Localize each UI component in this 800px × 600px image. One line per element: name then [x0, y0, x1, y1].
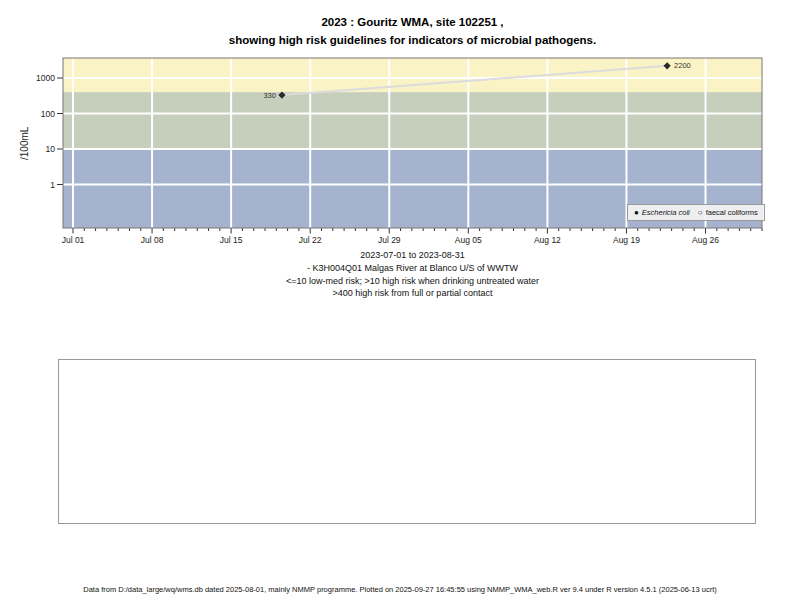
chart-caption: 2023-07-01 to 2023-08-31 - K3H004Q01 Mal… — [63, 249, 762, 300]
x-tick-label: Aug 19 — [613, 235, 640, 245]
x-tick-label: Jul 08 — [141, 235, 164, 245]
legend: ● Eschericia coli ○ faecal coliforms — [627, 204, 765, 221]
x-tick-label: Aug 12 — [534, 235, 561, 245]
legend-label-ecoli: Eschericia coli — [642, 208, 690, 217]
legend-item-faecal-coliforms: ○ faecal coliforms — [698, 208, 758, 217]
open-circle-icon: ○ — [698, 209, 703, 217]
y-tick-label: 1000 — [36, 73, 55, 83]
x-tick-label: Jul 22 — [299, 235, 322, 245]
data-point-label: 330 — [263, 91, 276, 100]
y-tick-label: 1 — [50, 180, 55, 190]
empty-panel — [58, 359, 756, 524]
x-tick-label: Aug 05 — [455, 235, 482, 245]
caption-risk-contact: >400 high risk from full or partial cont… — [63, 287, 762, 300]
caption-site-name: - K3H004Q01 Malgas River at Blanco U/S o… — [63, 262, 762, 275]
y-tick-label: 100 — [41, 109, 55, 119]
risk-band-high-risk-drinking-untreated — [63, 92, 762, 149]
filled-circle-icon: ● — [634, 209, 639, 217]
x-tick-label: Jul 29 — [378, 235, 401, 245]
plot-page: 2023 : Gouritz WMA, site 102251 , showin… — [0, 0, 800, 600]
x-tick-label: Aug 26 — [692, 235, 719, 245]
x-tick-label: Jul 01 — [62, 235, 85, 245]
y-tick-label: 10 — [46, 144, 56, 154]
legend-label-faecal-coliforms: faecal coliforms — [706, 208, 758, 217]
risk-band-high-risk-full-or-partial-contact — [63, 58, 762, 92]
caption-date-range: 2023-07-01 to 2023-08-31 — [63, 249, 762, 262]
x-tick-label: Jul 15 — [220, 235, 243, 245]
footer-text: Data from D:/data_large/wq/wms.db dated … — [0, 585, 800, 594]
caption-risk-drinking: <=10 low-med risk; >10 high risk when dr… — [63, 275, 762, 288]
legend-item-ecoli: ● Eschericia coli — [634, 208, 690, 217]
data-point-label: 2200 — [674, 61, 691, 70]
